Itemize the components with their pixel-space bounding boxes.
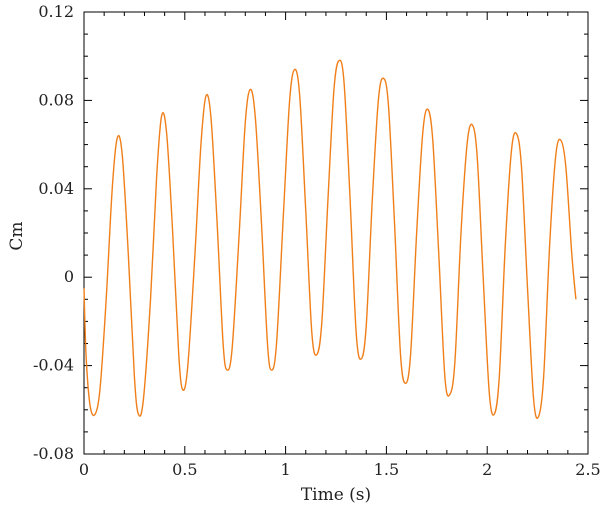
y-tick-label: 0.08 — [38, 90, 74, 109]
ticks — [83, 11, 589, 455]
x-tick-label: 2.5 — [575, 460, 600, 479]
tick-labels: 0 0.5 1 1.5 2 2.5 -0.08 -0.04 0 0.04 0.08 0.12 — [33, 2, 600, 479]
x-tick-label: 0.5 — [172, 460, 197, 479]
y-tick-label: 0.12 — [38, 2, 74, 21]
x-tick-label: 0 — [79, 460, 89, 479]
y-tick-label: 0 — [64, 267, 74, 286]
plot-frame — [83, 11, 589, 455]
x-tick-label: 1.5 — [374, 460, 399, 479]
x-axis-title: Time (s) — [301, 485, 371, 505]
y-axis-title: Cm — [7, 221, 27, 250]
series-line — [83, 59, 577, 419]
x-tick-label: 1 — [281, 460, 291, 479]
y-tick-label: 0.04 — [38, 179, 74, 198]
y-tick-label: -0.04 — [33, 356, 74, 375]
series — [83, 59, 577, 419]
x-tick-label: 2 — [482, 460, 492, 479]
y-tick-label: -0.08 — [33, 444, 74, 463]
